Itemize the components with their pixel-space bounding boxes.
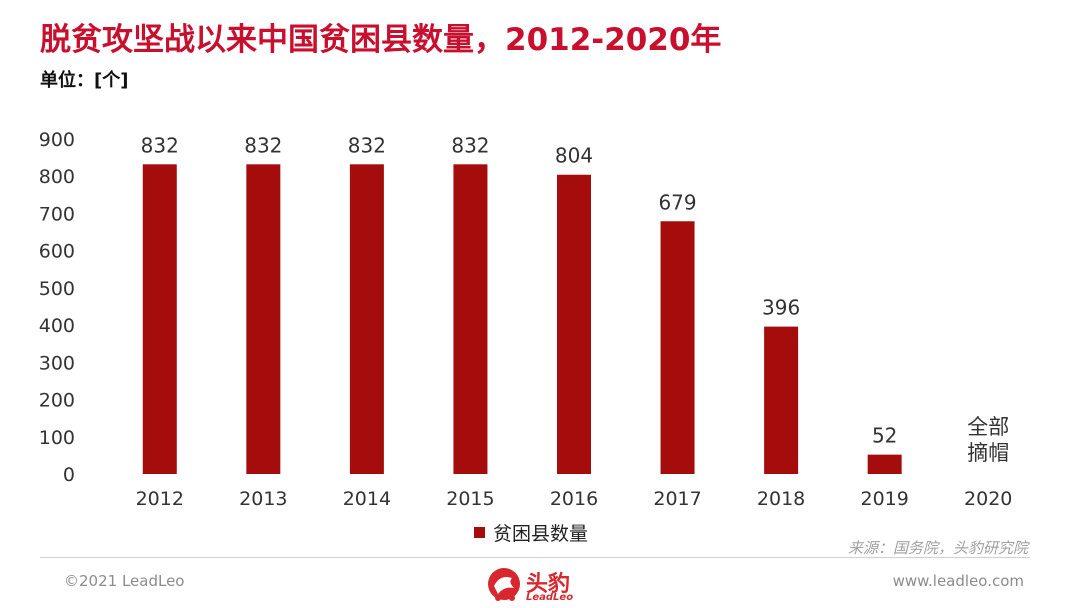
y-tick-label: 0	[63, 464, 75, 486]
y-tick-label: 200	[39, 390, 75, 412]
y-tick-label: 700	[39, 203, 75, 225]
y-tick-label: 800	[39, 166, 75, 188]
bar-2013	[246, 164, 281, 475]
y-tick-label: 600	[39, 241, 75, 263]
x-tick-label: 2013	[239, 488, 287, 510]
y-tick-label: 400	[39, 315, 75, 337]
unit-label: 单位：[个]	[40, 70, 129, 91]
bar-2018	[764, 326, 799, 474]
x-tick-label: 2017	[653, 488, 701, 510]
x-tick-label: 2015	[446, 488, 494, 510]
y-tick-label: 300	[39, 352, 75, 374]
x-tick-label: 2019	[860, 488, 908, 510]
y-tick-label: 500	[39, 278, 75, 300]
data-label: 679	[658, 190, 696, 214]
logo-text-en: LeadLeo	[526, 592, 574, 603]
data-label: 832	[141, 133, 179, 157]
leopard-icon	[488, 568, 520, 601]
y-tick-label: 100	[39, 427, 75, 449]
copyright-text: ©2021 LeadLeo	[64, 572, 185, 590]
bar-2014	[349, 164, 384, 475]
data-label: 全部摘帽	[967, 415, 1009, 465]
source-note: 来源：国务院，头豹研究院	[847, 539, 1028, 557]
data-label: 52	[872, 424, 897, 448]
website-url: www.leadleo.com	[892, 572, 1024, 590]
data-label: 804	[555, 144, 593, 168]
bar-2016	[557, 174, 591, 474]
x-tick-label: 2020	[964, 488, 1012, 510]
legend-label: 贫困县数量	[493, 522, 589, 545]
bar-2015	[453, 164, 488, 475]
data-label: 832	[348, 133, 386, 157]
chart-title: 脱贫攻坚战以来中国贫困县数量，2012-2020年	[40, 22, 722, 58]
x-tick-label: 2016	[550, 488, 598, 510]
x-tick-label: 2012	[136, 488, 184, 510]
footer-divider	[40, 557, 1030, 558]
bar-2017	[660, 221, 695, 474]
y-tick-label: 900	[39, 129, 75, 151]
legend: 贫困县数量	[474, 519, 588, 545]
bar-chart: 0 100 200 300 400 500 600 700 800 900 2012 832 2013 8…	[39, 129, 1013, 510]
data-label: 396	[762, 296, 800, 320]
data-label: 832	[451, 133, 489, 157]
bar-2019	[867, 454, 902, 474]
bar-2012	[142, 164, 177, 475]
x-tick-label: 2014	[343, 488, 391, 510]
legend-swatch	[474, 526, 485, 538]
logo-text-cn: 头豹	[526, 572, 571, 597]
x-tick-label: 2018	[757, 488, 805, 510]
data-label: 832	[244, 133, 282, 157]
leadleo-logo: 头豹 LeadLeo	[486, 562, 606, 606]
